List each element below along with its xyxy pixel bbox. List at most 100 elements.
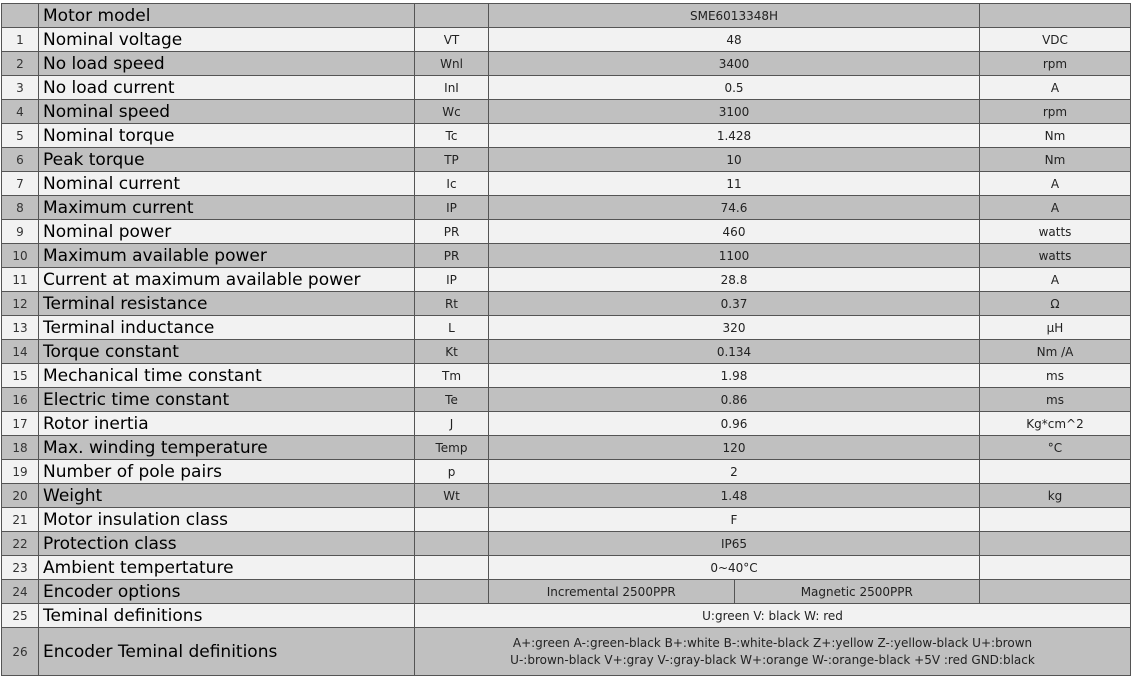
param-symbol: Tm [414,363,489,388]
row-number: 19 [1,459,39,484]
param-name: Terminal resistance [38,291,415,316]
param-unit [979,555,1131,580]
param-value: 3100 [488,99,980,124]
param-name: Nominal voltage [38,27,415,52]
row-number: 13 [1,315,39,340]
table-row: 24 Encoder options Incremental 2500PPR Magn… [1,579,1131,604]
row-number: 2 [1,51,39,76]
param-name: No load current [38,75,415,100]
table-row: 26 Encoder Teminal definitions A+:green A-… [1,627,1131,676]
param-name: Number of pole pairs [38,459,415,484]
param-symbol: Temp [414,435,489,460]
row-number: 18 [1,435,39,460]
row-number: 15 [1,363,39,388]
param-symbol [414,579,489,604]
table-row: 21 Motor insulation class F [1,507,1131,532]
param-name: Nominal power [38,219,415,244]
param-value: 0.96 [488,411,980,436]
table-row: 13 Terminal inductance L 320 μH [1,315,1131,340]
param-value: SME6013348H [488,3,980,28]
table-row: 16 Electric time constant Te 0.86 ms [1,387,1131,412]
param-value: 10 [488,147,980,172]
param-unit: Nm [979,147,1131,172]
row-number: 24 [1,579,39,604]
option-incremental: Incremental 2500PPR [490,580,735,603]
row-number: 16 [1,387,39,412]
param-symbol: p [414,459,489,484]
param-value: 74.6 [488,195,980,220]
param-unit: A [979,75,1131,100]
row-number: 17 [1,411,39,436]
param-value: 0.5 [488,75,980,100]
param-name: Terminal inductance [38,315,415,340]
param-unit: A [979,171,1131,196]
definition-line-2: U-:brown-black V+:gray V-:gray-black W+:… [510,652,1035,667]
param-symbol: Tc [414,123,489,148]
param-name: Weight [38,483,415,508]
param-symbol [414,555,489,580]
table-row: 12 Terminal resistance Rt 0.37 Ω [1,291,1131,316]
row-number: 20 [1,483,39,508]
row-number: 21 [1,507,39,532]
row-number: 11 [1,267,39,292]
row-number: 25 [1,603,39,628]
param-unit: A [979,267,1131,292]
param-value: 1.428 [488,123,980,148]
param-unit: rpm [979,51,1131,76]
param-value: 48 [488,27,980,52]
param-symbol: Rt [414,291,489,316]
param-symbol [414,3,489,28]
table-row: 2 No load speed Wnl 3400 rpm [1,51,1131,76]
row-number: 23 [1,555,39,580]
param-name: Ambient tempertature [38,555,415,580]
param-name: No load speed [38,51,415,76]
table-row: 23 Ambient tempertature 0~40°C [1,555,1131,580]
table-row: 17 Rotor inertia J 0.96 Kg*cm^2 [1,411,1131,436]
param-name: Mechanical time constant [38,363,415,388]
param-unit: Kg*cm^2 [979,411,1131,436]
param-symbol: TP [414,147,489,172]
row-number: 10 [1,243,39,268]
param-name: Peak torque [38,147,415,172]
row-number: 14 [1,339,39,364]
row-number: 6 [1,147,39,172]
param-value: 11 [488,171,980,196]
param-symbol: Wnl [414,51,489,76]
table-row: 10 Maximum available power PR 1100 watts [1,243,1131,268]
param-value: 2 [488,459,980,484]
param-unit: Ω [979,291,1131,316]
table-row: 25 Teminal definitions U:green V: black W:… [1,603,1131,628]
param-symbol: Wt [414,483,489,508]
encoder-options-value: Incremental 2500PPR Magnetic 2500PPR [488,579,980,604]
param-name: Encoder options [38,579,415,604]
param-value: IP65 [488,531,980,556]
param-symbol: PR [414,243,489,268]
row-number: 8 [1,195,39,220]
param-symbol: IP [414,267,489,292]
table-row: 15 Mechanical time constant Tm 1.98 ms [1,363,1131,388]
motor-spec-table: Motor model SME6013348H 1 Nominal voltage… [1,3,1131,676]
param-value: 0.86 [488,387,980,412]
param-symbol: InI [414,75,489,100]
param-symbol: Kt [414,339,489,364]
param-name: Teminal definitions [38,603,415,628]
param-unit: ms [979,387,1131,412]
param-unit: Nm [979,123,1131,148]
row-number: 9 [1,219,39,244]
table-row: 9 Nominal power PR 460 watts [1,219,1131,244]
param-unit: μH [979,315,1131,340]
table-row: 20 Weight Wt 1.48 kg [1,483,1131,508]
param-name: Rotor inertia [38,411,415,436]
table-row: 4 Nominal speed Wc 3100 rpm [1,99,1131,124]
row-number [1,3,39,28]
param-value: 0.134 [488,339,980,364]
param-unit [979,531,1131,556]
param-unit [979,459,1131,484]
param-value: 1.98 [488,363,980,388]
param-symbol [414,531,489,556]
param-name: Motor model [38,3,415,28]
param-symbol: L [414,315,489,340]
header-row: Motor model SME6013348H [1,3,1131,28]
param-symbol: Ic [414,171,489,196]
param-name: Nominal torque [38,123,415,148]
